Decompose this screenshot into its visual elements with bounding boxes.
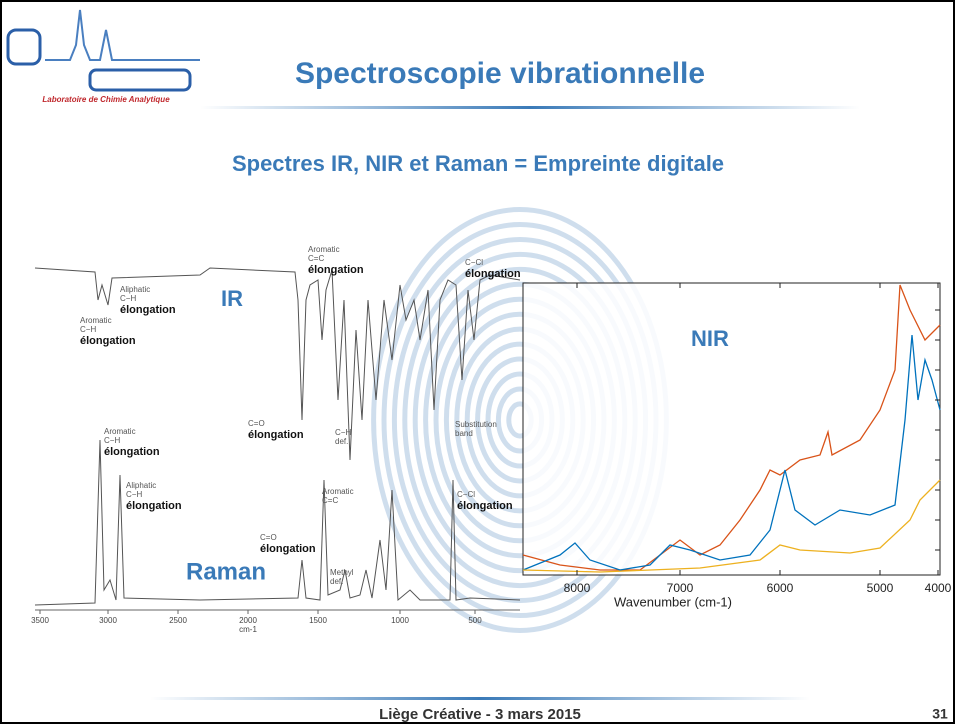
tick-label: 8000	[564, 581, 591, 595]
annotation-label: C−H	[104, 436, 120, 445]
logo	[8, 10, 200, 90]
annotation-label: Aromatic	[104, 427, 136, 436]
page-number: 31	[932, 706, 948, 722]
tick-label: 3500	[31, 616, 49, 625]
annotation-label: Substitution	[455, 420, 497, 429]
annotation-emphasis: élongation	[308, 264, 364, 276]
footer-rule	[150, 697, 810, 700]
annotation-label: C=O	[248, 419, 265, 428]
title-rule	[200, 106, 860, 109]
annotation-label: def.	[330, 577, 343, 586]
raman-spectrum	[35, 440, 520, 605]
tick-label: 6000	[767, 581, 794, 595]
annotation-emphasis: élongation	[120, 304, 176, 316]
tick-label: 7000	[667, 581, 694, 595]
axis-unit: cm-1	[239, 625, 257, 634]
annotation-label: band	[455, 429, 473, 438]
slide: Laboratoire de Chimie Analytique Spectro…	[0, 0, 955, 724]
annotation-label: Methyl	[330, 568, 354, 577]
tick-label: 4000	[925, 581, 952, 595]
annotation-label: C−Cl	[457, 490, 475, 499]
annotation-emphasis: élongation	[80, 335, 136, 347]
tick-label: 500	[468, 616, 482, 625]
footer-text: Liège Créative - 3 mars 2015	[379, 706, 581, 723]
annotation-emphasis: élongation	[104, 446, 160, 458]
annotation-label: Aliphatic	[120, 285, 150, 294]
tick-label: 2500	[169, 616, 187, 625]
annotation-emphasis: élongation	[260, 543, 316, 555]
ir-label: IR	[221, 286, 243, 311]
nir-label: NIR	[691, 326, 729, 351]
tick-label: 2000	[239, 616, 257, 625]
annotation-emphasis: élongation	[248, 429, 304, 441]
slide-canvas: Laboratoire de Chimie Analytique Spectro…	[0, 0, 955, 724]
slide-title: Spectroscopie vibrationnelle	[295, 57, 705, 90]
nir-axis-label: Wavenumber (cm-1)	[614, 594, 732, 609]
annotation-emphasis: élongation	[126, 500, 182, 512]
annotation-emphasis: élongation	[465, 268, 521, 280]
annotation-label: Aromatic	[80, 316, 112, 325]
logo-caption: Laboratoire de Chimie Analytique	[42, 95, 170, 104]
annotation-label: C−Cl	[465, 258, 483, 267]
annotation-label: C−H	[120, 294, 136, 303]
tick-label: 5000	[867, 581, 894, 595]
subtitle: Spectres IR, NIR et Raman = Empreinte di…	[232, 151, 724, 176]
raman-label: Raman	[186, 558, 266, 585]
annotation-label: C−H	[335, 428, 351, 437]
annotation-label: C−H	[126, 490, 142, 499]
annotation-emphasis: élongation	[457, 500, 513, 512]
tick-label: 1500	[309, 616, 327, 625]
annotation-label: C−H	[80, 325, 96, 334]
annotation-label: C=O	[260, 533, 277, 542]
annotation-label: Aromatic	[322, 487, 354, 496]
annotation-label: def.	[335, 437, 348, 446]
annotation-label: Aliphatic	[126, 481, 156, 490]
annotation-label: C=C	[308, 254, 324, 263]
annotation-label: C=C	[322, 496, 338, 505]
annotation-label: Aromatic	[308, 245, 340, 254]
tick-label: 3000	[99, 616, 117, 625]
tick-label: 1000	[391, 616, 409, 625]
